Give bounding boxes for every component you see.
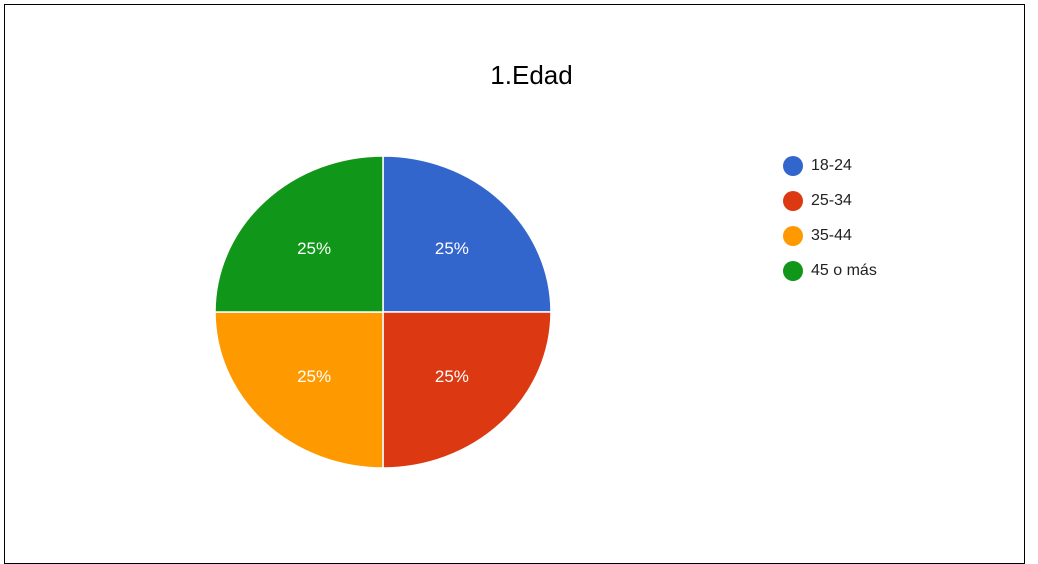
legend-swatch-2 — [783, 190, 803, 211]
legend-swatch-4 — [783, 260, 803, 281]
pie-slice-label-1: 25% — [435, 239, 469, 258]
pie-slices — [214, 155, 552, 469]
legend-swatch-1 — [783, 155, 803, 176]
pie-slice-label-3: 25% — [297, 367, 331, 386]
chart-legend: 18-24 25-34 35-44 45 o más — [783, 148, 877, 288]
legend-item-2: 25-34 — [783, 183, 877, 218]
legend-label-2: 25-34 — [811, 191, 852, 209]
pie-labels: 25% 25% 25% 25% — [297, 239, 469, 386]
pie-slice-1 — [382, 155, 552, 313]
pie-slice-3 — [214, 311, 384, 469]
chart-title: 1.Edad — [490, 60, 573, 90]
legend-item-4: 45 o más — [783, 253, 877, 288]
pie-slice-2 — [382, 311, 552, 469]
pie-slice-label-4: 25% — [297, 239, 331, 258]
legend-label-3: 35-44 — [811, 226, 852, 244]
legend-label-1: 18-24 — [811, 156, 852, 174]
pie-slice-label-2: 25% — [435, 367, 469, 386]
legend-item-1: 18-24 — [783, 148, 877, 183]
legend-item-3: 35-44 — [783, 218, 877, 253]
legend-label-4: 45 o más — [811, 261, 877, 279]
pie-chart: 25% 25% 25% 25% — [214, 155, 552, 469]
legend-swatch-3 — [783, 225, 803, 246]
pie-slice-4 — [214, 155, 384, 313]
